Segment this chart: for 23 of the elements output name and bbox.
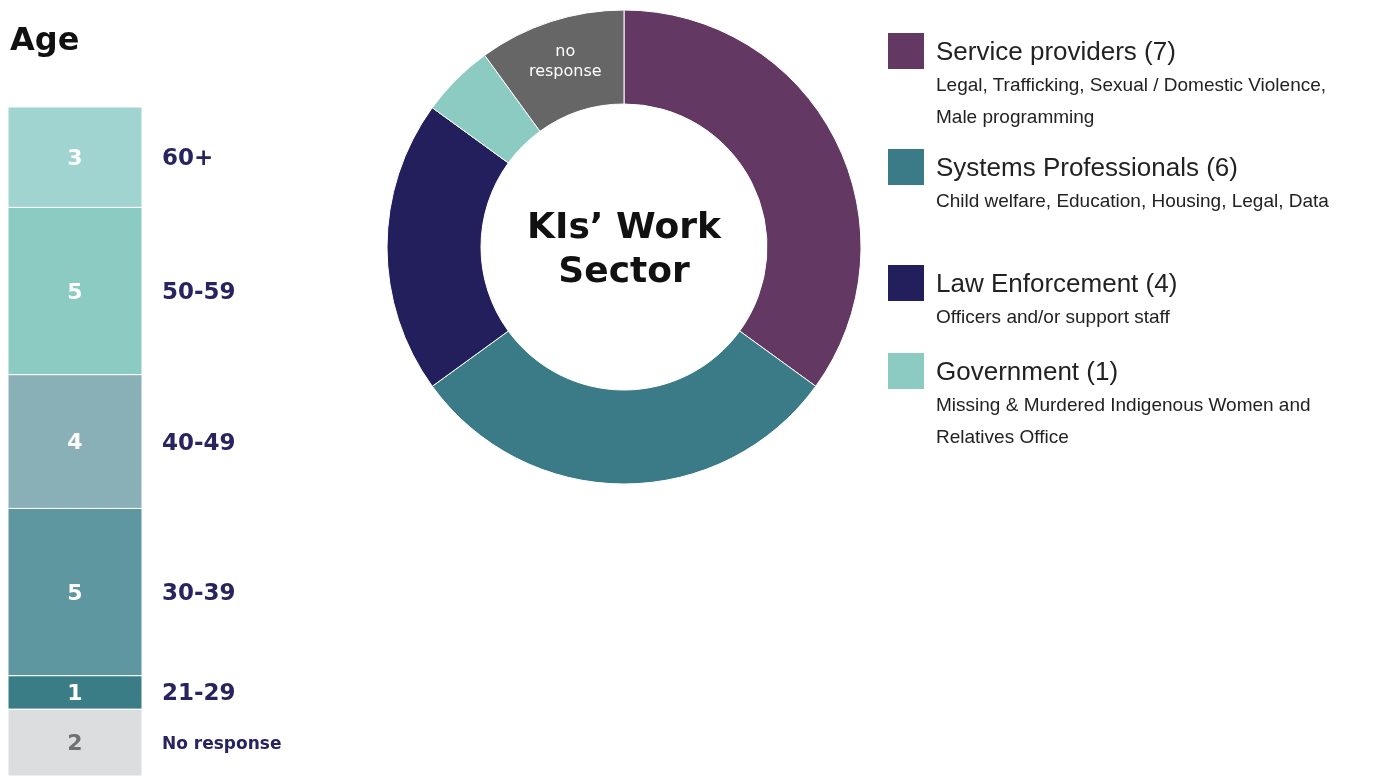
legend-label: Government (1) bbox=[936, 355, 1120, 388]
text: Missing & Murdered Indigenous Women and Relatives Office bbox=[936, 393, 1312, 449]
series-label: 60+ bbox=[162, 144, 214, 171]
slice-label: no response bbox=[528, 41, 602, 81]
data-label: 5 bbox=[67, 579, 83, 605]
series-label: 40-49 bbox=[162, 428, 236, 455]
legend-label: Service providers (7) bbox=[936, 35, 1177, 68]
data-label: 2 bbox=[67, 730, 83, 756]
series-label: 21-29 bbox=[162, 679, 236, 706]
data-label: 1 bbox=[67, 680, 83, 706]
series-label: 30-39 bbox=[162, 579, 236, 606]
text: Legal, Trafficking, Sexual / Domestic Violence, Male programming bbox=[936, 73, 1328, 129]
text: Child welfare, Education, Housing, Legal, Data bbox=[936, 189, 1330, 213]
series-label: 50-59 bbox=[162, 277, 236, 304]
data-label: 4 bbox=[67, 429, 83, 455]
text: Officers and/or support staff bbox=[936, 305, 1171, 329]
data-label: 5 bbox=[67, 278, 83, 304]
text: KIs’ Work Sector bbox=[526, 204, 723, 292]
data-label: 3 bbox=[67, 144, 83, 170]
legend-label: Law Enforcement (4) bbox=[936, 267, 1179, 300]
legend-label: Systems Professionals (6) bbox=[936, 151, 1239, 184]
series-label: No response bbox=[162, 732, 282, 753]
chart-title: Age bbox=[10, 20, 80, 58]
